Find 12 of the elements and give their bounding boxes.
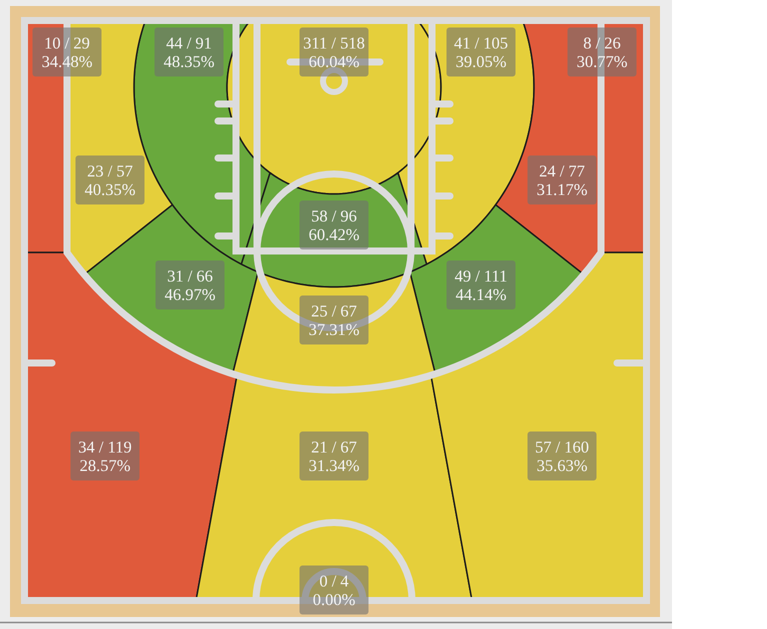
data-label: 58 / 96 60.42% (308, 206, 360, 244)
data-label: 24 / 77 31.17% (536, 162, 588, 200)
data-label: 57 / 160 35.63% (534, 438, 590, 476)
data-label: 44 / 91 48.35% (164, 34, 215, 72)
data-label: 49 / 111 44.14% (454, 266, 508, 304)
data-label: 31 / 66 46.97% (164, 266, 216, 304)
data-label: 10 / 29 34.48% (42, 34, 93, 72)
data-label: 34 / 119 28.57% (78, 438, 132, 476)
data-label: 41 / 105 39.05% (454, 34, 508, 72)
data-label: 25 / 67 37.31% (308, 302, 360, 340)
data-label: 21 / 67 31.34% (308, 438, 360, 476)
data-label: 23 / 57 40.35% (84, 162, 136, 200)
